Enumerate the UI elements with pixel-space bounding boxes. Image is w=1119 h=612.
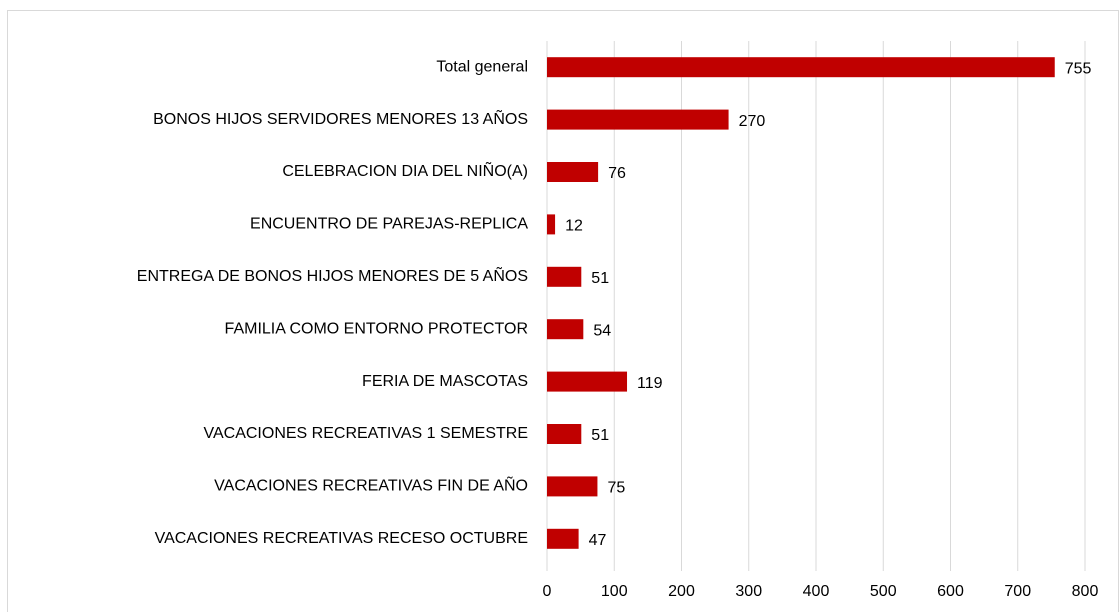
bar xyxy=(547,266,582,287)
bar xyxy=(547,371,628,392)
y-tick-label: VACACIONES RECREATIVAS 1 SEMESTRE xyxy=(203,425,528,442)
bar xyxy=(547,162,599,182)
x-tick-label: 400 xyxy=(803,583,830,600)
x-tick-label: 500 xyxy=(870,583,897,600)
x-tick-label: 0 xyxy=(543,583,552,600)
y-tick-label: VACACIONES RECREATIVAS FIN DE AÑO xyxy=(214,475,528,495)
y-tick-label: BONOS HIJOS SERVIDORES MENORES 13 AÑOS xyxy=(153,108,528,128)
bar xyxy=(547,528,579,549)
data-label: 54 xyxy=(593,322,611,339)
y-tick-label: Total general xyxy=(436,58,528,75)
bar xyxy=(547,424,582,444)
bar xyxy=(547,214,556,235)
data-label: 47 xyxy=(589,532,607,549)
x-tick-label: 100 xyxy=(601,583,628,600)
data-label: 755 xyxy=(1065,60,1092,77)
x-tick-label: 700 xyxy=(1004,583,1031,600)
y-tick-label: FERIA DE MASCOTAS xyxy=(362,373,528,390)
data-label: 119 xyxy=(637,375,663,392)
x-tick-label: 800 xyxy=(1072,583,1099,600)
bar xyxy=(547,57,1055,78)
x-tick-label: 300 xyxy=(735,583,762,600)
y-tick-label: FAMILIA COMO ENTORNO PROTECTOR xyxy=(225,320,528,337)
bar xyxy=(547,476,598,497)
y-tick-label: VACACIONES RECREATIVAS RECESO OCTUBRE xyxy=(155,530,528,547)
data-label: 270 xyxy=(739,113,766,130)
data-label: 51 xyxy=(591,270,609,287)
bar xyxy=(547,319,584,340)
data-label: 51 xyxy=(591,427,609,444)
data-label: 76 xyxy=(608,165,626,182)
x-tick-label: 600 xyxy=(937,583,964,600)
data-label: 12 xyxy=(565,218,583,235)
bar xyxy=(547,109,729,130)
y-tick-label: CELEBRACION DIA DEL NIÑO(A) xyxy=(282,160,528,180)
data-label: 75 xyxy=(607,480,625,497)
y-tick-label: ENCUENTRO DE PAREJAS-REPLICA xyxy=(250,216,528,233)
x-tick-label: 200 xyxy=(668,583,695,600)
y-tick-label: ENTREGA DE BONOS HIJOS MENORES DE 5 AÑOS xyxy=(137,265,528,285)
chart-border xyxy=(7,10,1119,612)
